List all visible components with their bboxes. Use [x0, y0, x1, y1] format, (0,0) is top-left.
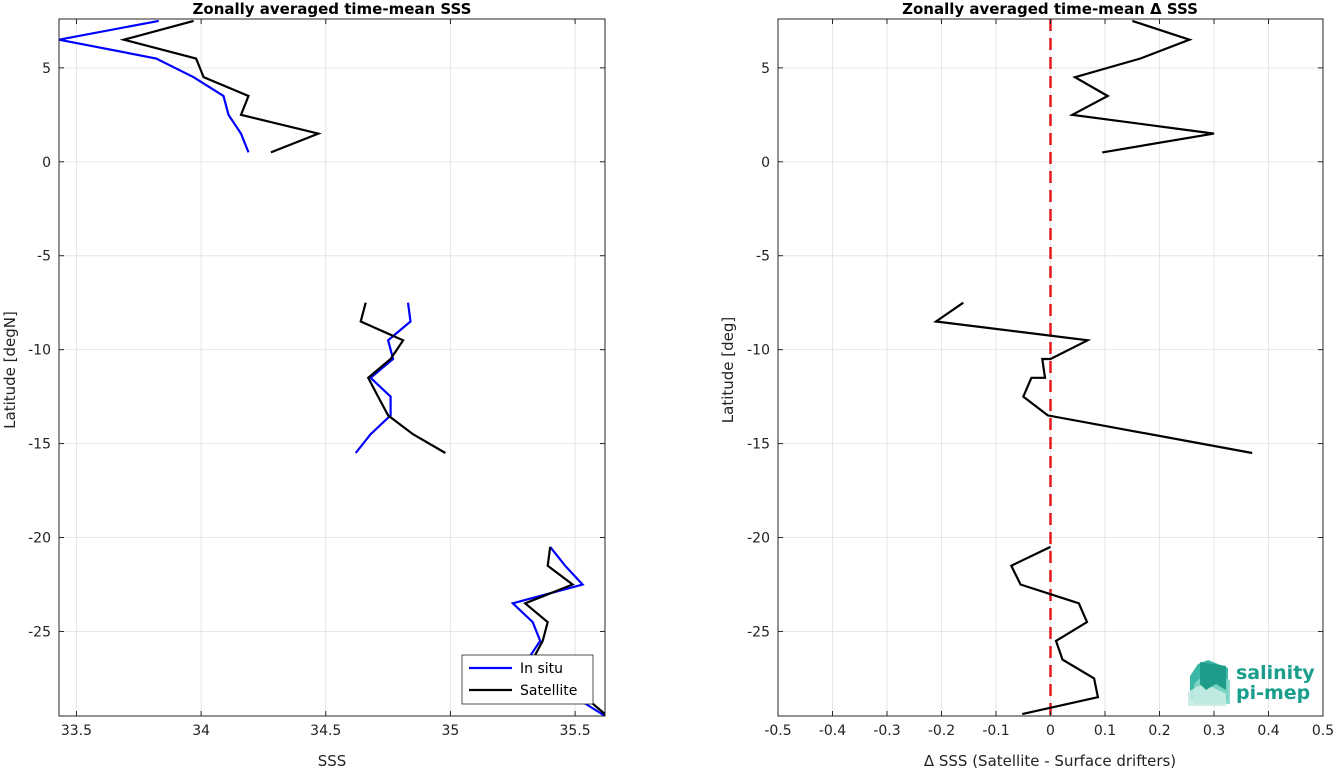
- panel-sss: 33.5 34 34.5 35 35.5 5 0 -5 -10 -15 -20 -25 Zonally…: [1, 0, 606, 769]
- legend-label-satellite: Satellite: [520, 683, 577, 699]
- ytick-label-delta-sss: 0: [761, 155, 770, 171]
- series-line-satellite-segment-2: [359, 302, 446, 454]
- plot-frame-sss: [58, 18, 606, 717]
- legend: In situ Satellite: [461, 654, 594, 705]
- ytick-label-sss: -10: [28, 343, 51, 359]
- xtick-label-sss: 34.5: [310, 723, 341, 739]
- ticks-sss: 33.5 34 34.5 35 35.5 5 0 -5 -10 -15 -20 -25: [28, 19, 605, 739]
- xtick-label-delta-sss: 0.5: [1312, 723, 1334, 739]
- title-sss: Zonally averaged time-mean SSS: [193, 0, 472, 18]
- ytick-label-sss: -5: [37, 249, 51, 265]
- ytick-label-sss: 5: [42, 61, 51, 77]
- salinity-pi-mep-logo: salinity pi-mep: [1188, 660, 1315, 706]
- ticks-delta-sss: -0.5 -0.4 -0.3 -0.2 -0.1 0 0.1 0.2 0.3 0.4 0.5 5 0 -5…: [747, 19, 1334, 739]
- xlabel-sss: SSS: [318, 752, 347, 769]
- series-line-delta-segment-2: [932, 301, 1253, 455]
- ytick-label-delta-sss: -20: [747, 531, 770, 547]
- xtick-label-delta-sss: 0.2: [1148, 723, 1170, 739]
- logo-text-salinity: salinity: [1236, 662, 1315, 684]
- ytick-label-delta-sss: -5: [756, 249, 770, 265]
- series-line-in-situ-segment-2: [354, 302, 412, 454]
- logo-wave-icon: [1188, 660, 1230, 706]
- ytick-label-delta-sss: -10: [747, 343, 770, 359]
- xtick-label-delta-sss: -0.3: [873, 723, 900, 739]
- ylabel-sss: Latitude [degN]: [1, 311, 19, 429]
- series-line-satellite-segment-1: [119, 19, 322, 154]
- xtick-label-sss: 33.5: [61, 723, 92, 739]
- ytick-label-delta-sss: -15: [747, 437, 770, 453]
- xtick-label-delta-sss: 0.4: [1257, 723, 1279, 739]
- ylabel-delta-sss: Latitude [deg]: [719, 317, 737, 423]
- xlabel-delta-sss: Δ SSS (Satellite - Surface drifters): [924, 752, 1176, 769]
- xtick-label-delta-sss: 0.1: [1094, 723, 1116, 739]
- series-line-delta-segment-1: [1068, 19, 1215, 154]
- legend-label-in-situ: In situ: [520, 661, 563, 677]
- series-lines-delta-sss: [932, 19, 1253, 716]
- ytick-label-delta-sss: 5: [761, 61, 770, 77]
- plot-area-sss: [59, 19, 605, 716]
- xtick-label-delta-sss: 0.3: [1203, 723, 1225, 739]
- series-line-in-situ-segment-1: [58, 19, 250, 153]
- xtick-label-delta-sss: -0.4: [819, 723, 846, 739]
- ytick-label-sss: -15: [28, 437, 51, 453]
- ytick-label-delta-sss: -25: [747, 624, 770, 640]
- legend-box: [461, 654, 594, 705]
- xtick-label-delta-sss: -0.1: [982, 723, 1009, 739]
- title-delta-sss: Zonally averaged time-mean Δ SSS: [902, 0, 1198, 18]
- ytick-label-sss: 0: [42, 155, 51, 171]
- panel-delta-sss: -0.5 -0.4 -0.3 -0.2 -0.1 0 0.1 0.2 0.3 0.4 0.5 5 0 -5…: [719, 0, 1334, 769]
- xtick-label-delta-sss: 0: [1046, 723, 1055, 739]
- logo-text-pi-mep: pi-mep: [1236, 682, 1310, 704]
- ytick-label-sss: -25: [28, 624, 51, 640]
- xtick-label-sss: 35: [442, 723, 460, 739]
- grid-sss: [59, 19, 605, 716]
- xtick-label-delta-sss: -0.5: [764, 723, 791, 739]
- xtick-label-sss: 34: [192, 723, 210, 739]
- xtick-label-sss: 35.5: [559, 723, 590, 739]
- series-line-delta-segment-3: [1009, 545, 1100, 716]
- xtick-label-delta-sss: -0.2: [928, 723, 955, 739]
- ytick-label-sss: -20: [28, 531, 51, 547]
